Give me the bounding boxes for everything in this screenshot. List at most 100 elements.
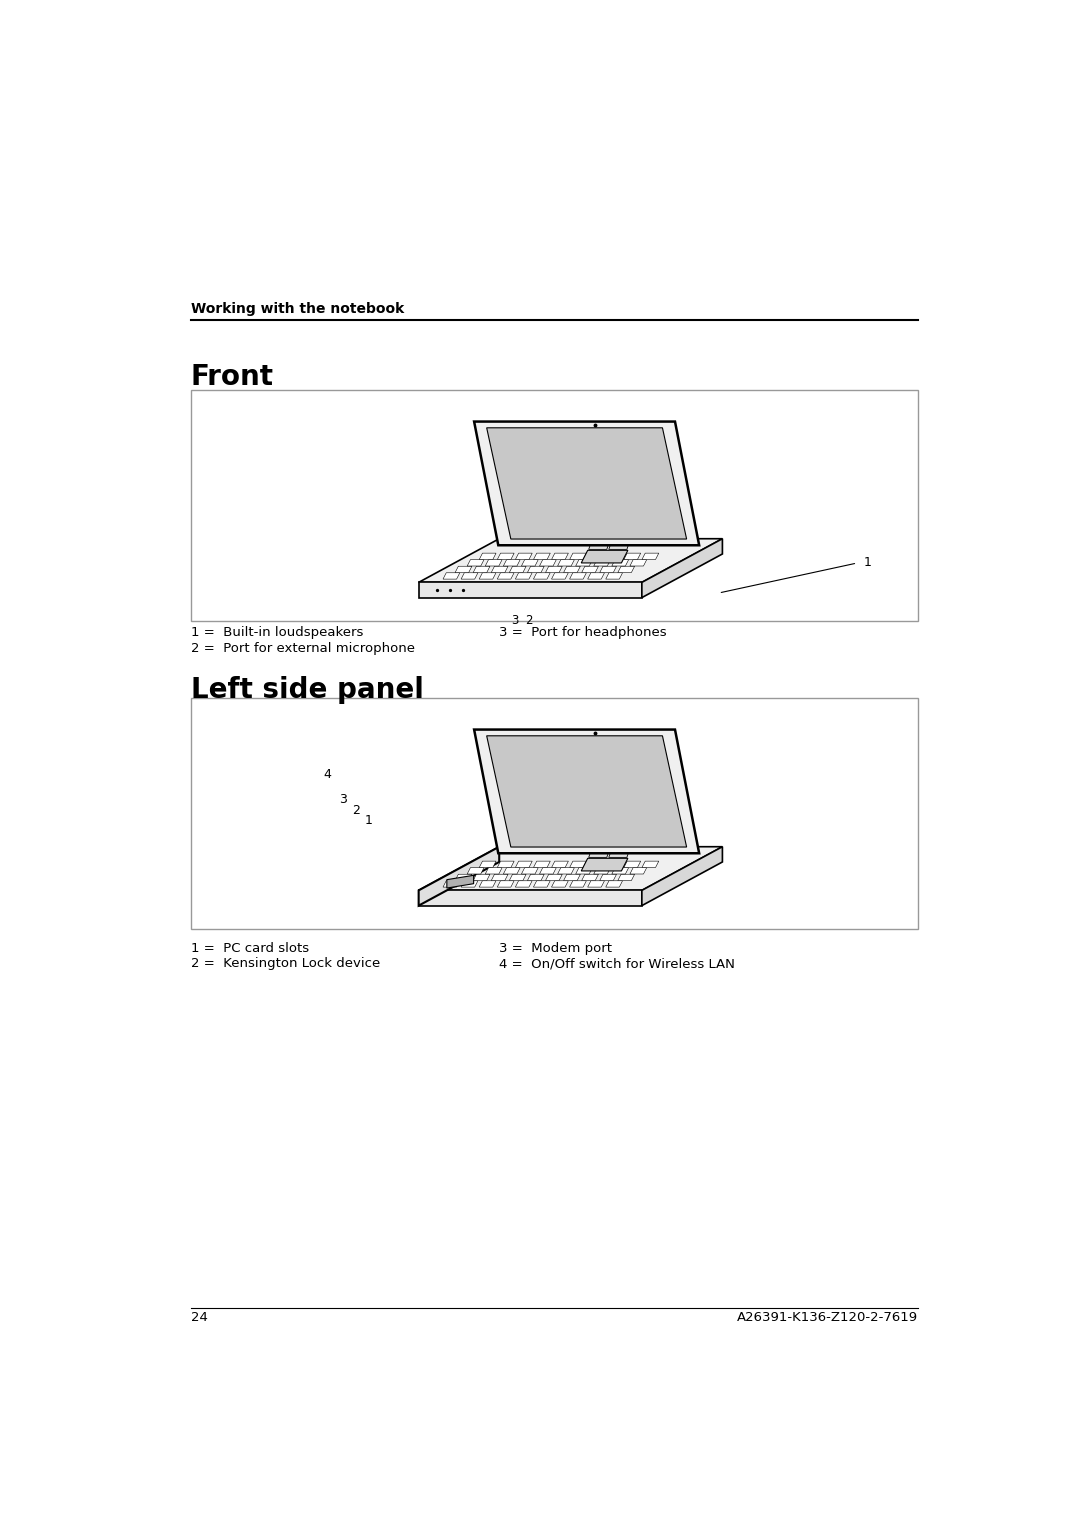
Polygon shape: [564, 874, 580, 880]
Polygon shape: [419, 847, 723, 891]
Polygon shape: [576, 559, 593, 565]
Polygon shape: [599, 567, 617, 573]
Polygon shape: [552, 880, 568, 888]
Polygon shape: [515, 862, 532, 868]
Text: 2: 2: [525, 614, 532, 626]
Text: 1 =  PC card slots: 1 = PC card slots: [191, 941, 309, 955]
Text: 3: 3: [511, 614, 518, 626]
Polygon shape: [474, 422, 699, 545]
Polygon shape: [497, 880, 514, 888]
Polygon shape: [545, 874, 563, 880]
Polygon shape: [642, 539, 723, 597]
Polygon shape: [468, 559, 484, 565]
Polygon shape: [503, 559, 521, 565]
Polygon shape: [642, 862, 659, 868]
Text: A26391-K136-Z120-2-7619: A26391-K136-Z120-2-7619: [737, 1311, 918, 1325]
Polygon shape: [491, 874, 508, 880]
Polygon shape: [534, 573, 550, 579]
Polygon shape: [534, 862, 551, 868]
Polygon shape: [419, 891, 642, 906]
Polygon shape: [443, 880, 460, 888]
Polygon shape: [419, 847, 499, 906]
Polygon shape: [576, 868, 593, 874]
Polygon shape: [582, 567, 598, 573]
Polygon shape: [569, 573, 586, 579]
Polygon shape: [534, 880, 550, 888]
Polygon shape: [569, 862, 586, 868]
Polygon shape: [419, 539, 723, 582]
Polygon shape: [582, 874, 598, 880]
Polygon shape: [569, 880, 586, 888]
Polygon shape: [618, 567, 635, 573]
Polygon shape: [589, 853, 608, 857]
Polygon shape: [527, 874, 544, 880]
Text: 1: 1: [365, 814, 373, 828]
Polygon shape: [480, 862, 496, 868]
Polygon shape: [599, 874, 617, 880]
Polygon shape: [594, 559, 610, 565]
Text: 4: 4: [323, 769, 332, 781]
Polygon shape: [473, 874, 490, 880]
Polygon shape: [624, 553, 640, 559]
Polygon shape: [581, 550, 627, 562]
Polygon shape: [498, 862, 514, 868]
Polygon shape: [527, 567, 544, 573]
Polygon shape: [588, 862, 605, 868]
Polygon shape: [588, 880, 605, 888]
Polygon shape: [588, 573, 605, 579]
Polygon shape: [540, 559, 556, 565]
Polygon shape: [515, 573, 532, 579]
Polygon shape: [461, 573, 477, 579]
Text: 3: 3: [339, 793, 347, 805]
Text: Working with the notebook: Working with the notebook: [191, 303, 404, 316]
Text: 3 =  Modem port: 3 = Modem port: [499, 941, 612, 955]
Text: Left side panel: Left side panel: [191, 677, 423, 704]
Polygon shape: [487, 428, 687, 539]
Polygon shape: [443, 573, 460, 579]
Polygon shape: [515, 880, 532, 888]
Polygon shape: [606, 573, 622, 579]
Polygon shape: [419, 582, 642, 597]
Polygon shape: [485, 559, 502, 565]
Polygon shape: [480, 880, 496, 888]
Polygon shape: [569, 553, 586, 559]
Text: 2 =  Kensington Lock device: 2 = Kensington Lock device: [191, 957, 380, 970]
Polygon shape: [447, 876, 474, 888]
Polygon shape: [564, 567, 580, 573]
Polygon shape: [515, 553, 532, 559]
Polygon shape: [522, 868, 538, 874]
Text: 2 =  Port for external microphone: 2 = Port for external microphone: [191, 642, 415, 654]
Polygon shape: [624, 862, 640, 868]
Polygon shape: [498, 553, 514, 559]
Polygon shape: [510, 874, 526, 880]
Text: 1: 1: [864, 556, 872, 570]
Polygon shape: [552, 553, 568, 559]
Polygon shape: [497, 573, 514, 579]
Polygon shape: [552, 573, 568, 579]
Polygon shape: [522, 559, 538, 565]
Polygon shape: [612, 559, 629, 565]
Polygon shape: [480, 573, 496, 579]
Polygon shape: [594, 868, 610, 874]
Polygon shape: [642, 847, 723, 906]
Polygon shape: [630, 559, 647, 565]
Polygon shape: [491, 567, 508, 573]
Polygon shape: [552, 862, 568, 868]
Polygon shape: [455, 567, 472, 573]
Polygon shape: [510, 567, 526, 573]
Text: 1 =  Built-in loudspeakers: 1 = Built-in loudspeakers: [191, 626, 363, 639]
Polygon shape: [455, 874, 472, 880]
Polygon shape: [606, 862, 622, 868]
Polygon shape: [557, 559, 575, 565]
Polygon shape: [642, 553, 659, 559]
Polygon shape: [487, 736, 687, 847]
Polygon shape: [545, 567, 563, 573]
Polygon shape: [534, 553, 551, 559]
Polygon shape: [589, 544, 608, 550]
Polygon shape: [606, 553, 622, 559]
Bar: [191, 698, 918, 929]
Text: 3 =  Port for headphones: 3 = Port for headphones: [499, 626, 666, 639]
Polygon shape: [609, 853, 629, 857]
Text: 2: 2: [352, 804, 360, 816]
Text: 4 =  On/Off switch for Wireless LAN: 4 = On/Off switch for Wireless LAN: [499, 957, 735, 970]
